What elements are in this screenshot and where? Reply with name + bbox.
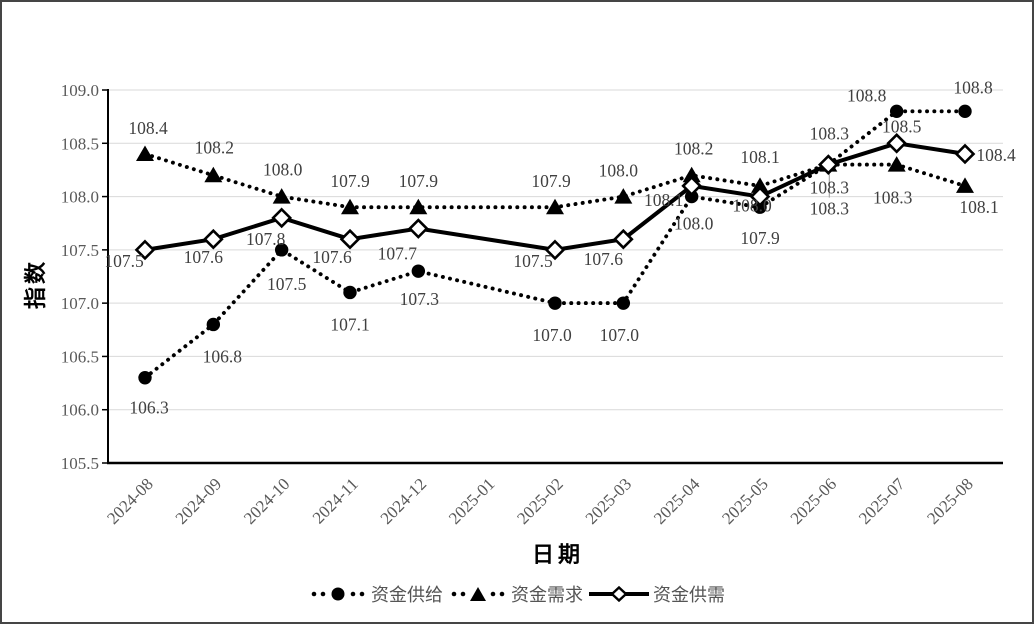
- y-tick-label: 108.0: [61, 188, 99, 207]
- data-label: 108.2: [674, 138, 713, 158]
- data-label: 107.5: [104, 251, 144, 271]
- data-label: 108.0: [599, 161, 639, 181]
- data-label: 108.3: [873, 188, 913, 208]
- data-label: 108.5: [882, 116, 922, 136]
- data-label: 106.3: [129, 398, 169, 418]
- dotted-triangle-marker-icon: [451, 587, 505, 601]
- data-label: 108.3: [810, 199, 850, 219]
- y-tick-label: 107.5: [61, 241, 99, 260]
- legend-label-demand: 资金需求: [511, 585, 583, 605]
- y-axis-title: 指数: [23, 259, 48, 310]
- data-label: 107.5: [267, 274, 307, 294]
- series-line-supply-demand: [144, 141, 966, 252]
- data-label: 108.2: [195, 137, 234, 157]
- data-label: 108.1: [644, 190, 683, 210]
- x-tick-label: 2025-05: [718, 474, 772, 528]
- data-label: 108.8: [953, 77, 993, 97]
- series-data-labels-supply-demand: 107.5 107.6 107.8 107.6 107.7 107.5 107.6 108.1…: [104, 116, 1016, 271]
- series-markers-supply: [138, 104, 972, 385]
- data-label: 108.3: [810, 124, 850, 144]
- x-axis: 2024-08 2024-09 2024-10 2024-11 2024-12 2025-…: [103, 461, 1003, 528]
- x-tick-label: 2024-11: [309, 474, 362, 527]
- data-label: 107.9: [330, 171, 370, 191]
- dotted-circle-marker-icon: [311, 587, 365, 601]
- data-label: 108.0: [674, 214, 714, 234]
- legend-label-supply-demand: 资金供需: [653, 585, 725, 605]
- data-label: 107.5: [513, 251, 553, 271]
- data-label: 108.0: [732, 196, 772, 216]
- data-label: 108.4: [976, 145, 1016, 165]
- x-tick-label: 2025-03: [582, 474, 636, 528]
- x-tick-label: 2025-07: [855, 474, 909, 528]
- legend-label-supply: 资金供给: [371, 585, 443, 605]
- data-label: 107.9: [399, 171, 439, 191]
- data-label: 108.1: [959, 197, 998, 217]
- series-data-labels-demand: 108.4 108.2 108.0 107.9 107.9 107.9 108.0 108.2…: [128, 118, 998, 219]
- data-label: 108.3: [810, 178, 850, 198]
- data-label: 107.9: [740, 228, 780, 248]
- data-label: 107.3: [400, 289, 440, 309]
- data-label: 108.8: [847, 85, 887, 105]
- data-label: 107.7: [378, 244, 418, 264]
- y-tick-label: 106.0: [61, 401, 99, 420]
- x-tick-label: 2024-12: [377, 474, 431, 528]
- y-axis: 105.5 106.0 106.5 107.0 107.5 108.0 108.5 109.0: [61, 81, 109, 473]
- y-tick-label: 109.0: [61, 81, 99, 100]
- data-label: 108.0: [263, 160, 303, 180]
- legend-item-demand: 资金需求: [449, 581, 583, 607]
- y-tick-label: 106.5: [61, 347, 99, 366]
- x-tick-label: 2024-08: [103, 474, 157, 528]
- legend-item-supply: 资金供给: [309, 581, 443, 607]
- x-tick-label: 2024-09: [172, 474, 226, 528]
- series-data-labels-supply: 106.3 106.8 107.5 107.1 107.3 107.0 107.0 108.0…: [129, 77, 993, 417]
- x-tick-label: 2025-01: [445, 474, 499, 528]
- data-label: 107.1: [330, 314, 369, 334]
- data-label: 107.0: [600, 325, 640, 345]
- data-label: 106.8: [203, 346, 243, 366]
- x-tick-label: 2025-06: [787, 474, 841, 528]
- x-tick-label: 2025-04: [650, 474, 704, 528]
- x-tick-label: 2024-10: [240, 474, 294, 528]
- data-label: 107.6: [312, 247, 352, 267]
- data-label: 108.1: [740, 147, 779, 167]
- legend: 资金供给 资金需求 资金供需: [2, 581, 1032, 607]
- data-label: 107.8: [246, 229, 286, 249]
- legend-item-supply-demand: 资金供需: [589, 581, 725, 607]
- series-markers-supply-demand: [134, 132, 976, 261]
- data-label: 107.9: [531, 171, 571, 191]
- data-label: 108.4: [128, 118, 168, 138]
- series-line-demand: [143, 151, 967, 210]
- y-tick-label: 107.0: [61, 294, 99, 313]
- x-tick-label: 2025-08: [923, 474, 977, 528]
- data-label: 107.0: [532, 325, 572, 345]
- data-label: 107.6: [584, 249, 624, 269]
- y-tick-label: 105.5: [61, 454, 99, 473]
- solid-diamond-marker-icon: [589, 586, 649, 602]
- y-tick-label: 108.5: [61, 134, 99, 153]
- data-label: 107.6: [184, 247, 224, 267]
- x-axis-title: 日期: [531, 542, 584, 567]
- x-tick-label: 2025-02: [513, 474, 567, 528]
- series-line-supply: [143, 109, 967, 380]
